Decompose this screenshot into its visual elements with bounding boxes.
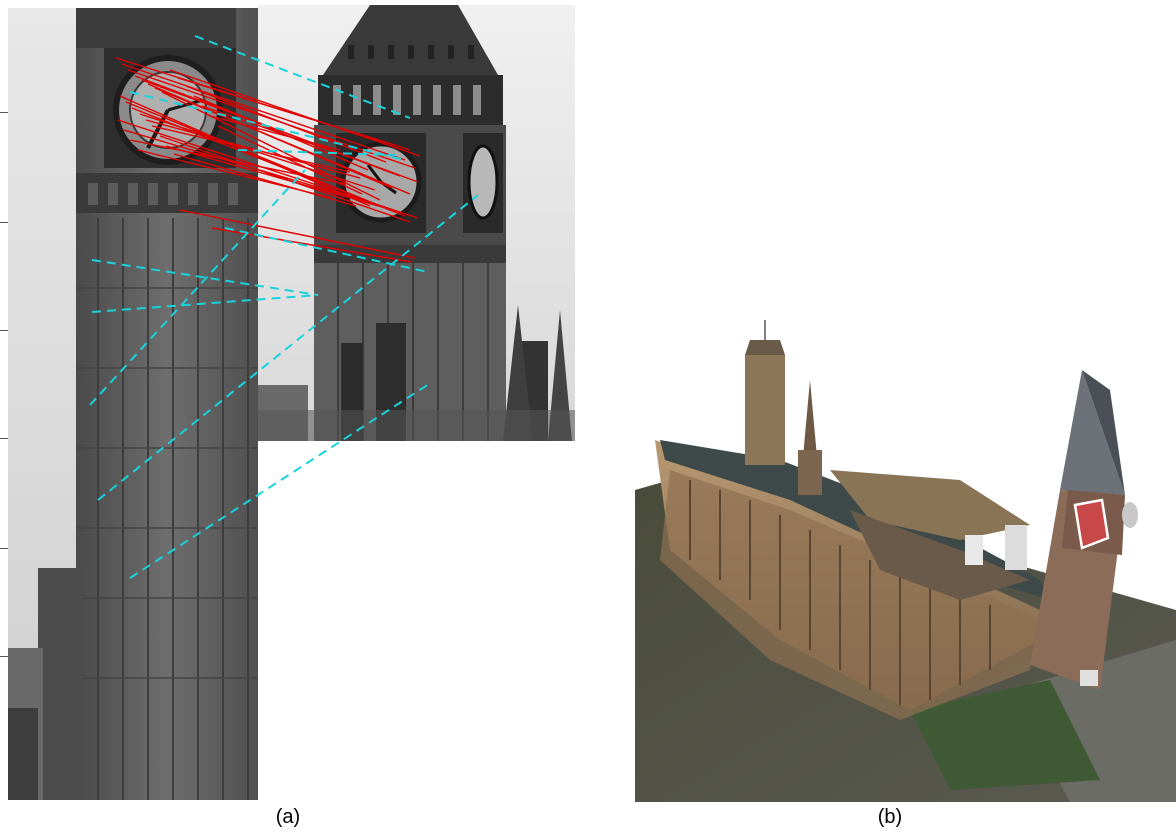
axis-tick: [0, 656, 8, 657]
parliament-3d-model: [635, 320, 1176, 802]
big-ben-right-photo: [258, 5, 575, 441]
axis-tick: [0, 548, 8, 549]
axis-tick: [0, 438, 8, 439]
axis-tick: [0, 222, 8, 223]
panel-a-caption: (a): [275, 806, 301, 828]
panel-b-caption: (b): [877, 806, 903, 828]
axis-tick: [0, 330, 8, 331]
big-ben-left-photo: [8, 8, 258, 800]
axis-tick: [0, 112, 8, 113]
